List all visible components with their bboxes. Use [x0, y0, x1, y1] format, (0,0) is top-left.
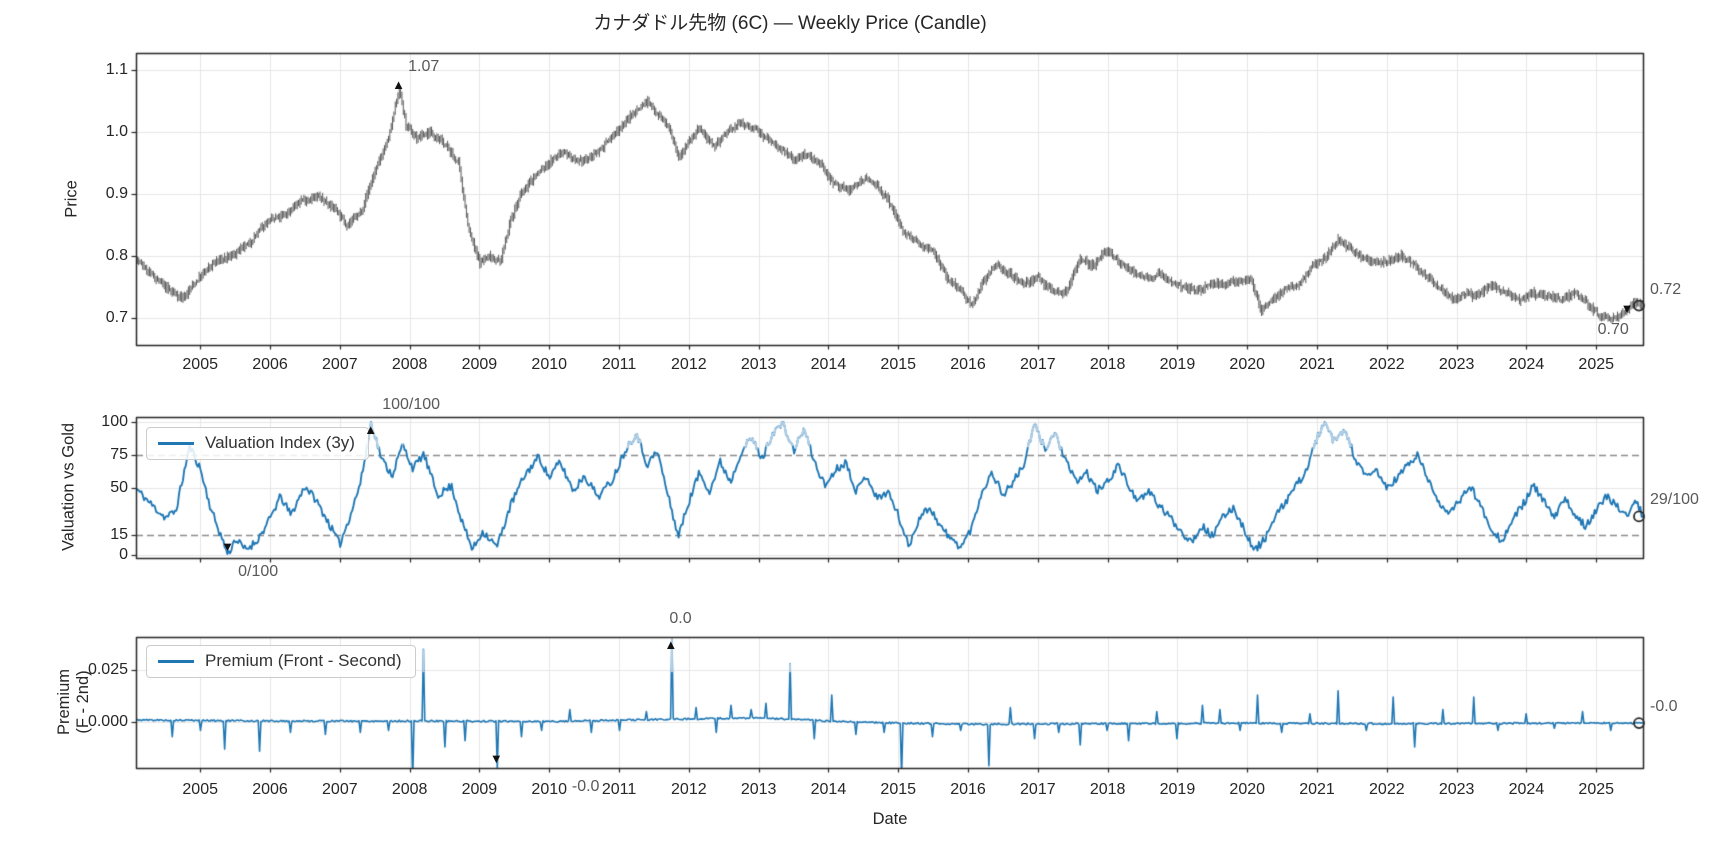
price-x-tick-label: 2015 — [880, 356, 917, 373]
date-x-tick-label: 2021 — [1299, 781, 1335, 798]
valuation-last-value-label: 29/100 — [1650, 491, 1699, 509]
price-x-tick-label: 2006 — [252, 356, 288, 373]
premium-y-axis-label-line1: Premium — [55, 668, 74, 736]
valuation-legend: Valuation Index (3y) — [146, 427, 369, 460]
down-arrow-icon: ▼ — [221, 538, 234, 554]
date-x-tick-label: 2007 — [322, 781, 358, 798]
date-x-tick-label: 2009 — [461, 781, 498, 798]
date-x-tick-label: 2020 — [1229, 781, 1266, 798]
date-x-tick-label: 2005 — [182, 781, 218, 798]
date-x-tick-label: 2010 — [531, 781, 568, 798]
valuation-legend-line-swatch — [158, 441, 194, 445]
premium-y-tick-label: 0.000 — [87, 713, 128, 731]
price-x-tick-label: 2022 — [1369, 356, 1405, 373]
price-x-tick-label: 2016 — [950, 356, 986, 373]
valuation-y-tick-label: 15 — [110, 526, 128, 543]
price-x-tick-label: 2013 — [740, 356, 777, 373]
price-y-tick-label: 0.9 — [105, 185, 128, 202]
date-x-tick-label: 2011 — [601, 781, 637, 798]
price-x-tick-label: 2024 — [1508, 356, 1545, 373]
valuation-y-tick-label: 75 — [110, 446, 128, 464]
down-arrow-icon: ▼ — [489, 750, 503, 766]
price-x-tick-label: 2012 — [671, 356, 707, 373]
price-x-tick-label: 2010 — [531, 356, 568, 373]
date-x-tick-label: 2023 — [1438, 781, 1475, 798]
price-x-tick-label: 2020 — [1229, 356, 1266, 373]
date-x-tick-label: 2006 — [252, 781, 288, 798]
price-x-tick-label: 2019 — [1159, 356, 1196, 373]
price-x-tick-label: 2018 — [1089, 356, 1126, 373]
date-x-tick-label: 2013 — [740, 781, 777, 798]
premium-min-annotation-label: -0.0 — [571, 777, 600, 795]
valuation-y-tick-label: 0 — [119, 545, 128, 563]
up-arrow-icon: ▲ — [664, 637, 678, 652]
date-x-tick-label: 2016 — [950, 781, 986, 798]
x-axis-label: Date — [872, 810, 908, 828]
valuation-legend-label: Valuation Index (3y) — [205, 433, 355, 452]
up-arrow-icon: ▲ — [364, 422, 378, 438]
up-arrow-icon: ▲ — [392, 76, 406, 92]
date-x-tick-label: 2019 — [1159, 781, 1196, 798]
date-x-tick-label: 2014 — [810, 781, 847, 798]
date-x-tick-label: 2008 — [391, 781, 428, 798]
valuation-y-tick-label: 50 — [110, 479, 128, 497]
price-x-tick-label: 2017 — [1020, 356, 1056, 373]
date-x-tick-label: 2025 — [1578, 781, 1615, 798]
price-max-annotation-label: 1.07 — [408, 57, 440, 75]
date-x-tick-label: 2015 — [880, 781, 917, 798]
chart-title: カナダドル先物 (6C) — Weekly Price (Candle) — [593, 13, 987, 34]
price-x-tick-label: 2009 — [461, 356, 498, 373]
price-x-tick-label: 2025 — [1578, 356, 1615, 373]
price-x-tick-label: 2021 — [1299, 356, 1335, 373]
date-x-tick-label: 2017 — [1020, 781, 1056, 798]
price-y-tick-label: 1.1 — [105, 60, 128, 78]
price-x-tick-label: 2005 — [182, 356, 218, 373]
date-x-tick-label: 2012 — [671, 781, 707, 798]
date-x-tick-label: 2022 — [1369, 781, 1405, 798]
premium-y-tick-label: 0.025 — [87, 661, 128, 679]
premium-legend-label: Premium (Front - Second) — [205, 651, 402, 670]
price-x-tick-label: 2007 — [322, 356, 358, 373]
price-y-tick-label: 0.7 — [105, 309, 128, 327]
price-last-value-label: 0.72 — [1650, 280, 1682, 298]
price-y-tick-label: 1.0 — [105, 122, 128, 140]
price-min-annotation-label: 0.70 — [1597, 321, 1629, 339]
premium-last-value-label: -0.0 — [1650, 698, 1678, 716]
premium-max-annotation-label: 0.0 — [669, 610, 692, 627]
price-x-tick-label: 2023 — [1438, 356, 1475, 373]
down-arrow-icon: ▼ — [1620, 301, 1634, 317]
date-x-tick-label: 2024 — [1508, 781, 1545, 798]
premium-legend: Premium (Front - Second) — [146, 645, 416, 678]
valuation-y-tick-label: 100 — [101, 413, 128, 431]
price-x-tick-label: 2008 — [391, 356, 428, 373]
valuation-max-annotation-label: 100/100 — [382, 396, 441, 414]
price-y-tick-label: 0.8 — [105, 247, 128, 265]
premium-legend-line-swatch — [158, 659, 194, 663]
price-x-tick-label: 2011 — [601, 356, 637, 373]
price-x-tick-label: 2014 — [810, 356, 847, 373]
date-x-tick-label: 2018 — [1089, 781, 1126, 798]
valuation-min-annotation-label: 0/100 — [238, 562, 279, 580]
